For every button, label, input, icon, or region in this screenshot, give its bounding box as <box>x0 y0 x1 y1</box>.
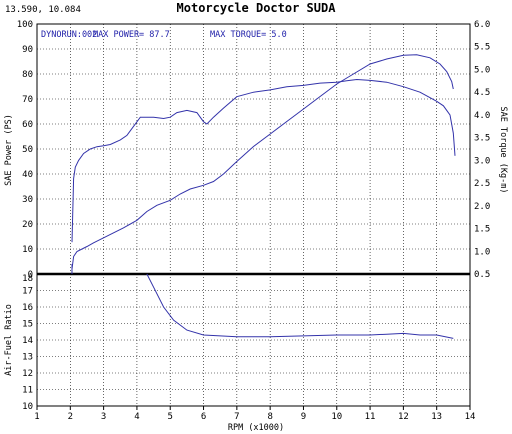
afr-axis-label: Air-Fuel Ratio <box>4 304 14 376</box>
rpm-tick-label: 5 <box>168 412 173 422</box>
rpm-tick-label: 7 <box>234 412 239 422</box>
torque-tick-label: 3.0 <box>474 156 490 166</box>
afr-tick-labels: 10 11 12 13 14 15 16 17 18 <box>22 274 33 412</box>
afr-curve <box>146 273 454 339</box>
chart-title: Motorcycle Doctor SUDA <box>177 1 337 15</box>
power-tick-label: 10 <box>22 245 33 255</box>
power-tick-label: 30 <box>22 195 33 205</box>
torque-curve <box>71 78 456 243</box>
afr-tick-label: 17 <box>22 287 33 297</box>
afr-grid <box>36 273 471 407</box>
power-axis-label: SAE Power (PS) <box>4 114 14 186</box>
rpm-tick-label: 3 <box>101 412 106 422</box>
torque-tick-label: 0.5 <box>474 270 490 280</box>
rpm-tick-label: 12 <box>398 412 409 422</box>
afr-tick-label: 14 <box>22 336 33 346</box>
torque-tick-label: 4.0 <box>474 111 490 121</box>
rpm-tick-label: 4 <box>134 412 139 422</box>
afr-tick-label: 12 <box>22 369 33 379</box>
power-tick-label: 20 <box>22 220 33 230</box>
rpm-tick-label: 1 <box>34 412 39 422</box>
power-tick-label: 40 <box>22 170 33 180</box>
afr-tick-label: 16 <box>22 303 33 313</box>
rpm-tick-label: 13 <box>431 412 442 422</box>
rpm-axis-label: RPM (x1000) <box>228 423 284 433</box>
torque-tick-label: 6.0 <box>474 20 490 30</box>
afr-frame <box>36 272 471 410</box>
torque-axis-label: SAE Torque (Kg-m) <box>498 107 508 194</box>
power-tick-label: 80 <box>22 70 33 80</box>
torque-tick-label: 2.5 <box>474 179 490 189</box>
afr-tick-label: 11 <box>22 386 33 396</box>
torque-tick-label: 1.5 <box>474 225 490 235</box>
power-tick-label: 90 <box>22 45 33 55</box>
afr-tick-label: 15 <box>22 320 33 330</box>
power-torque-grid <box>36 23 471 275</box>
cursor-coordinates: 13.590, 10.084 <box>5 5 81 15</box>
rpm-tick-labels: 1 2 3 4 5 6 7 8 9 10 11 12 13 14 <box>34 412 475 422</box>
afr-tick-label: 13 <box>22 353 33 363</box>
power-tick-label: 60 <box>22 120 33 130</box>
power-torque-tick-labels: 0 10 20 30 40 50 60 70 80 90 100 0.5 1.0 1.5 2.0 2.5 3.0… <box>17 20 491 280</box>
power-tick-label: 0 <box>28 270 33 280</box>
dynorun-label: DYNORUN:002 <box>41 30 97 40</box>
rpm-tick-label: 11 <box>365 412 376 422</box>
power-tick-label: 50 <box>22 145 33 155</box>
afr-tick-label: 18 <box>22 274 33 284</box>
power-tick-label: 100 <box>17 20 33 30</box>
max-torque-label: MAX TORQUE= 5.0 <box>210 30 287 40</box>
rpm-tick-label: 2 <box>68 412 73 422</box>
power-curve <box>71 54 454 270</box>
max-power-label: MAX POWER= 87.7 <box>93 30 170 40</box>
rpm-tick-label: 6 <box>201 412 206 422</box>
torque-tick-label: 5.0 <box>474 65 490 75</box>
rpm-tick-label: 10 <box>331 412 342 422</box>
series-lines <box>71 54 456 339</box>
afr-tick-label: 10 <box>22 402 33 412</box>
torque-tick-label: 1.0 <box>474 247 490 257</box>
rpm-tick-label: 9 <box>301 412 306 422</box>
torque-tick-label: 2.0 <box>474 202 490 212</box>
torque-tick-label: 3.5 <box>474 134 490 144</box>
rpm-tick-label: 8 <box>267 412 272 422</box>
torque-tick-label: 4.5 <box>474 88 490 98</box>
power-tick-label: 70 <box>22 95 33 105</box>
rpm-tick-label: 14 <box>465 412 476 422</box>
torque-tick-label: 5.5 <box>474 43 490 53</box>
